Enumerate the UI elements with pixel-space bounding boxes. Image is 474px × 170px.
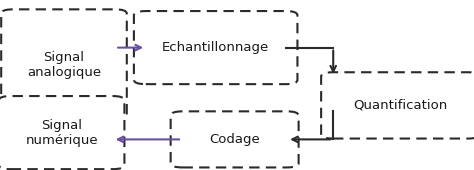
FancyBboxPatch shape (171, 111, 299, 167)
FancyBboxPatch shape (134, 11, 298, 84)
Text: Quantification: Quantification (354, 99, 447, 112)
Text: Codage: Codage (209, 133, 260, 146)
Text: Echantillonnage: Echantillonnage (162, 41, 269, 54)
Text: Signal
numérique: Signal numérique (25, 119, 98, 147)
FancyBboxPatch shape (0, 96, 124, 169)
Text: Signal
analogique: Signal analogique (27, 51, 101, 79)
FancyBboxPatch shape (1, 9, 127, 120)
FancyBboxPatch shape (321, 72, 474, 139)
